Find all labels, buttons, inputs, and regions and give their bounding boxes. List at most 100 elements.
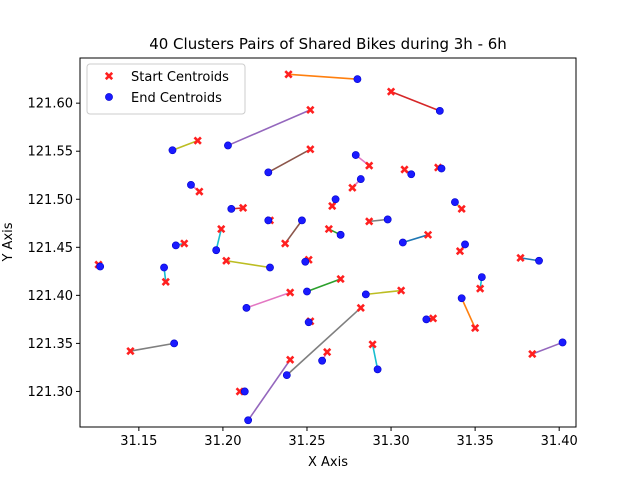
start-centroid-marker-stroke-b: [476, 284, 485, 293]
end-centroid-marker: [224, 141, 232, 150]
start-centroid-marker: [126, 346, 135, 356]
axes-frame: [79, 57, 577, 428]
start-centroid-marker: [457, 204, 466, 213]
start-centroid-marker-stroke-b: [217, 224, 226, 234]
end-centroid-marker: [96, 262, 105, 271]
start-centroid-marker-stroke-b: [161, 277, 170, 287]
start-centroid-marker: [428, 314, 438, 323]
start-centroid-marker: [476, 284, 485, 293]
start-centroid-marker-stroke-b: [470, 323, 480, 333]
start-centroid-marker: [328, 201, 337, 211]
x-tick-label: 31.30: [372, 434, 409, 449]
end-centroid-marker: [244, 416, 253, 425]
legend-start-cross: [104, 71, 114, 81]
start-centroid-marker-stroke-b: [323, 347, 332, 357]
start-centroid-marker-stroke-b: [348, 183, 357, 192]
start-centroid-marker-stroke-b: [528, 349, 537, 359]
start-centroid-marker: [306, 145, 315, 154]
y-tick-label: 121.45: [28, 241, 74, 256]
start-centroid-marker: [193, 136, 202, 145]
pair-line: [247, 359, 291, 421]
pair-line: [365, 289, 402, 296]
end-centroid-marker: [298, 216, 306, 225]
start-centroid-marker-stroke-b: [423, 230, 433, 239]
start-centroid-marker: [368, 340, 377, 349]
legend-end-label: End Centroids: [131, 91, 222, 106]
start-centroid-marker: [238, 203, 248, 213]
end-centroid-marker: [451, 198, 459, 207]
end-centroid-marker: [227, 204, 236, 213]
start-centroid-marker-stroke-b: [386, 87, 396, 96]
legend-end-dot: [105, 93, 113, 101]
end-centroid-marker: [383, 215, 392, 224]
start-centroid-marker: [348, 183, 357, 192]
y-tick-label: 121.55: [28, 145, 74, 160]
pair-line: [226, 259, 271, 269]
pair-line: [284, 219, 303, 244]
start-centroid-marker-stroke-b: [400, 165, 409, 174]
x-tick-label: 31.15: [120, 434, 157, 449]
end-centroid-marker: [264, 168, 273, 177]
start-centroid-marker: [222, 256, 231, 265]
start-centroid-marker-stroke-b: [286, 288, 295, 297]
end-centroid-marker: [407, 170, 416, 179]
start-centroid-marker: [286, 355, 295, 364]
start-centroid-marker: [516, 253, 525, 262]
end-centroid-marker: [457, 294, 466, 303]
x-axis-label: X Axis: [308, 455, 348, 470]
pair-line: [460, 297, 476, 329]
end-centroid-marker: [373, 365, 382, 374]
start-centroid-marker-stroke-b: [306, 105, 315, 115]
pair-line: [130, 342, 175, 352]
end-centroid-marker: [422, 315, 431, 324]
start-centroid-marker: [423, 230, 433, 239]
end-centroid-marker: [160, 263, 168, 272]
plot-area: [94, 70, 567, 425]
start-centroid-marker-stroke-b: [328, 201, 337, 211]
start-centroid-marker: [470, 323, 480, 333]
end-centroid-marker: [477, 273, 486, 281]
pair-line: [531, 341, 563, 355]
end-centroid-marker: [353, 75, 362, 84]
end-centroid-marker: [282, 371, 291, 380]
start-centroid-marker-stroke-b: [284, 70, 293, 79]
x-tick-label: 31.35: [457, 434, 494, 449]
chart-title: 40 Clusters Pairs of Shared Bikes during…: [149, 35, 507, 53]
start-centroid-marker: [195, 187, 204, 196]
end-centroid-marker: [266, 263, 274, 272]
y-tick-label: 121.50: [28, 193, 74, 208]
pair-line: [286, 307, 362, 376]
pair-line: [172, 139, 198, 151]
end-centroid-marker: [264, 216, 273, 225]
y-tick-label: 121.30: [28, 385, 74, 400]
end-centroid-marker: [240, 387, 249, 396]
end-centroid-marker: [171, 241, 180, 250]
start-centroid-marker-stroke-b: [180, 239, 189, 248]
end-centroid-marker: [336, 230, 345, 239]
end-centroid-marker: [187, 180, 195, 189]
legend-start-marker: [104, 71, 114, 81]
start-centroid-marker-stroke-b: [126, 346, 135, 356]
y-axis-label: Y Axis: [1, 222, 16, 262]
end-centroid-marker: [318, 356, 327, 365]
x-axis-ticks: 31.15 31.20 31.25 31.30 31.35 31.40: [120, 427, 578, 449]
start-centroid-marker-stroke-b: [193, 136, 202, 145]
start-centroid-marker-stroke-b: [336, 274, 345, 284]
start-centroid-marker-stroke-b: [324, 224, 333, 234]
x-tick-label: 31.40: [541, 434, 578, 449]
end-centroid-marker: [356, 175, 365, 183]
legend-start-cross-stroke-b: [104, 71, 114, 81]
start-centroid-marker-stroke-b: [365, 161, 374, 170]
x-tick-label: 31.20: [204, 434, 241, 449]
start-centroid-marker-stroke-b: [457, 204, 466, 213]
x-tick-label: 31.25: [288, 434, 325, 449]
pair-line: [306, 278, 341, 293]
pair-line: [390, 90, 441, 112]
legend-start-label: Start Centroids: [131, 70, 229, 85]
start-centroid-marker: [306, 105, 315, 115]
end-centroid-marker: [301, 257, 310, 266]
y-tick-label: 121.60: [28, 97, 74, 112]
end-centroid-marker: [361, 290, 370, 299]
start-centroid-marker: [386, 87, 396, 96]
